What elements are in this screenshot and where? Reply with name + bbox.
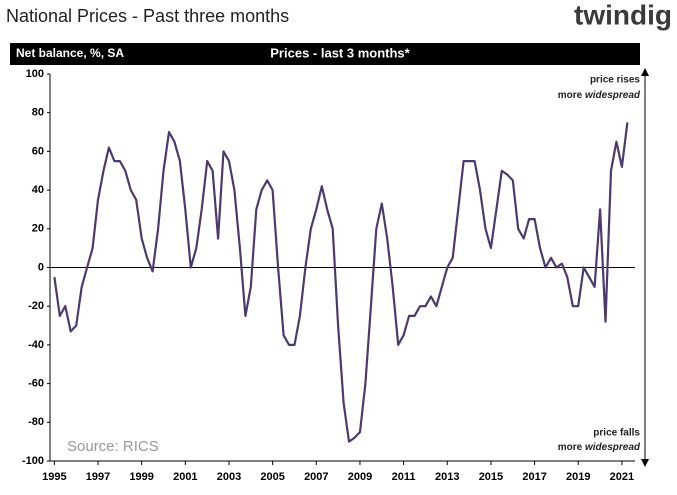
annotation: more bbox=[558, 90, 585, 101]
y-tick-label: -100 bbox=[22, 455, 44, 467]
brand-logo: twindig bbox=[574, 0, 672, 30]
x-tick-label: 1999 bbox=[129, 471, 153, 483]
header-bar bbox=[10, 43, 640, 65]
x-tick-label: 2021 bbox=[610, 471, 634, 483]
annotation: more widespread bbox=[558, 90, 641, 101]
y-axis-label: Net balance, %, SA bbox=[16, 46, 124, 60]
x-tick-label: 2003 bbox=[217, 471, 241, 483]
x-tick-label: 1997 bbox=[86, 471, 110, 483]
line-series bbox=[53, 122, 629, 443]
y-tick-label: -60 bbox=[28, 378, 44, 390]
x-tick-label: 2019 bbox=[566, 471, 590, 483]
annotation-emphasis: widespread bbox=[585, 442, 641, 453]
x-tick-label: 2013 bbox=[435, 471, 459, 483]
y-tick-label: -80 bbox=[28, 416, 44, 428]
x-tick-label: 2015 bbox=[479, 471, 503, 483]
x-tick-label: 1995 bbox=[42, 471, 66, 483]
y-tick-label: 40 bbox=[32, 184, 44, 196]
y-tick-label: -20 bbox=[28, 300, 44, 312]
y-tick-label: 20 bbox=[32, 223, 44, 235]
x-tick-label: 2011 bbox=[392, 471, 416, 483]
y-tick-label: 60 bbox=[32, 145, 44, 157]
y-tick-label: -40 bbox=[28, 339, 44, 351]
y-tick-label: 100 bbox=[26, 68, 44, 80]
subtitle: Prices - last 3 months* bbox=[270, 45, 410, 60]
annotation: more widespread bbox=[558, 442, 641, 453]
annotation-emphasis: widespread bbox=[585, 90, 641, 101]
chart-title: National Prices - Past three months bbox=[6, 6, 289, 26]
y-tick-label: 80 bbox=[32, 107, 44, 119]
annotation: price rises bbox=[590, 75, 640, 86]
x-tick-label: 2017 bbox=[522, 471, 546, 483]
annotation: price falls bbox=[593, 428, 640, 439]
x-tick-label: 2005 bbox=[260, 471, 284, 483]
x-tick-label: 2007 bbox=[304, 471, 328, 483]
annotation: more bbox=[558, 442, 585, 453]
x-tick-label: 2001 bbox=[173, 471, 197, 483]
x-tick-label: 2009 bbox=[348, 471, 372, 483]
y-tick-label: 0 bbox=[38, 261, 44, 273]
source: Source: RICS bbox=[67, 438, 159, 455]
